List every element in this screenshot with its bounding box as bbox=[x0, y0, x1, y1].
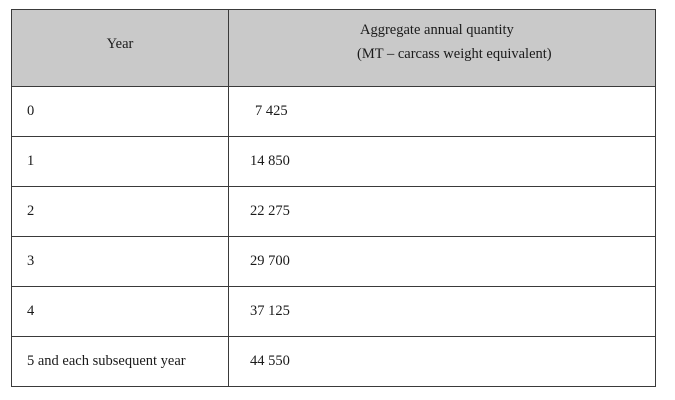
year-cell: 3 bbox=[11, 236, 229, 287]
quota-table: Year Aggregate annual quantity (MT – car… bbox=[11, 9, 656, 387]
quantity-cell: 22 275 bbox=[228, 186, 656, 237]
table-row: 5 and each subsequent year 44 550 bbox=[11, 336, 656, 387]
year-cell: 5 and each subsequent year bbox=[11, 336, 229, 387]
quantity-cell: 29 700 bbox=[228, 236, 656, 287]
year-cell: 4 bbox=[11, 286, 229, 337]
quantity-column-header: Aggregate annual quantity (MT – carcass … bbox=[228, 9, 656, 87]
table-row: 3 29 700 bbox=[11, 236, 656, 287]
header-row: Year Aggregate annual quantity (MT – car… bbox=[11, 9, 656, 87]
year-cell: 1 bbox=[11, 136, 229, 187]
quantity-header-line1: Aggregate annual quantity bbox=[360, 22, 514, 38]
table-row: 1 14 850 bbox=[11, 136, 656, 187]
table-body: 0 7 425 1 14 850 2 22 275 3 29 700 4 37 … bbox=[11, 86, 656, 387]
table-row: 0 7 425 bbox=[11, 86, 656, 137]
quantity-cell: 37 125 bbox=[228, 286, 656, 337]
table-header: Year Aggregate annual quantity (MT – car… bbox=[11, 9, 656, 87]
year-cell: 0 bbox=[11, 86, 229, 137]
quantity-cell: 14 850 bbox=[228, 136, 656, 187]
quantity-cell: 7 425 bbox=[228, 86, 656, 137]
quantity-cell: 44 550 bbox=[228, 336, 656, 387]
year-column-header: Year bbox=[11, 9, 229, 87]
table-row: 4 37 125 bbox=[11, 286, 656, 337]
year-header-label: Year bbox=[106, 35, 134, 52]
year-cell: 2 bbox=[11, 186, 229, 237]
quantity-header-line2: (MT – carcass weight equivalent) bbox=[357, 46, 552, 62]
table-row: 2 22 275 bbox=[11, 186, 656, 237]
